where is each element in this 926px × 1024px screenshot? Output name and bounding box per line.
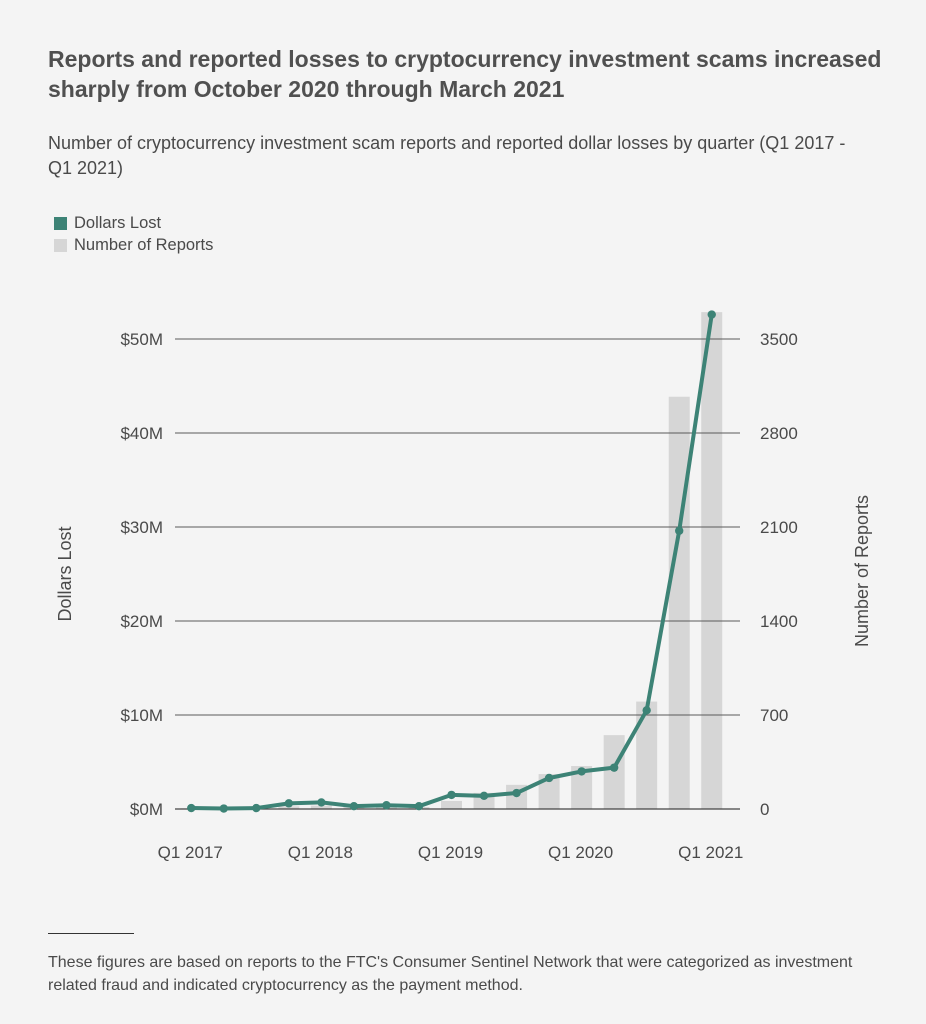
point-dollars-lost (609, 763, 619, 772)
x-tick-label: Q1 2020 (548, 843, 613, 862)
legend-item-dollars: Dollars Lost (54, 212, 213, 234)
point-dollars-lost (414, 801, 424, 811)
y-tick-label-right: 0 (760, 800, 769, 819)
point-dollars-lost (447, 790, 456, 800)
y-tick-label-left: $30M (120, 518, 163, 537)
legend-label-reports: Number of Reports (74, 235, 214, 254)
axis-layer: $0M 0 $10M 700 $20M 1400 $30M 2100 $40M 2800 $50M 3… (55, 330, 872, 862)
bar-reports (701, 312, 723, 809)
chart-subtitle: Number of cryptocurrency investment scam… (48, 133, 846, 178)
bar-reports (636, 701, 658, 809)
y-tick-label-right: 1400 (760, 612, 798, 631)
legend-swatch-dollars (54, 216, 67, 230)
y-tick-label-left: $0M (130, 800, 163, 819)
bar-reports (538, 774, 560, 809)
y-tick-label-left: $50M (120, 330, 163, 349)
footnote-divider (48, 933, 134, 934)
legend: Dollars Lost Number of Reports (54, 212, 213, 256)
point-dollars-lost (219, 804, 228, 813)
point-dollars-lost (707, 310, 716, 319)
y-tick-label-right: 2100 (760, 518, 798, 537)
point-dollars-lost (349, 801, 359, 811)
bar-reports (668, 396, 690, 809)
y-tick-label-right: 700 (760, 706, 788, 725)
point-dollars-lost (284, 799, 294, 808)
y-tick-label-right: 3500 (760, 330, 798, 349)
x-tick-label: Q1 2018 (288, 843, 353, 862)
point-dollars-lost (187, 803, 196, 813)
legend-label-dollars: Dollars Lost (74, 213, 162, 232)
bar-layer (180, 312, 723, 809)
point-dollars-lost (252, 803, 261, 813)
bar-reports (571, 766, 593, 809)
legend-swatch-reports (54, 238, 67, 252)
y-tick-label-right: 2800 (760, 424, 798, 443)
point-dollars-lost (577, 767, 586, 776)
point-dollars-lost (512, 788, 521, 798)
y-axis-title-right: Number of Reports (852, 495, 872, 647)
chart-area: $0M 0 $10M 700 $20M 1400 $30M 2100 $40M 2800 $50M 3… (55, 310, 872, 862)
point-dollars-lost (317, 798, 326, 807)
chart-title: Reports and reported losses to cryptocur… (48, 46, 882, 102)
bar-reports (441, 800, 462, 809)
point-dollars-lost (544, 773, 554, 783)
point-dollars-lost (642, 706, 651, 715)
bar-reports (310, 805, 332, 809)
legend-item-reports: Number of Reports (54, 234, 213, 256)
y-tick-label-left: $10M (120, 706, 163, 725)
y-tick-label-left: $20M (120, 612, 163, 631)
line-layer (187, 310, 716, 813)
line-dollars-lost (189, 312, 714, 811)
footnote: These figures are based on reports to th… (48, 954, 853, 994)
bar-reports (278, 806, 300, 809)
point-dollars-lost (675, 526, 684, 535)
bar-reports (603, 735, 625, 809)
x-tick-label: Q1 2021 (678, 843, 743, 862)
x-tick-label: Q1 2019 (418, 843, 483, 862)
y-tick-label-left: $40M (120, 424, 163, 443)
x-tick-label: Q1 2017 (158, 843, 223, 862)
y-axis-title-left: Dollars Lost (55, 526, 75, 621)
point-dollars-lost (479, 791, 489, 801)
point-dollars-lost (382, 801, 391, 810)
